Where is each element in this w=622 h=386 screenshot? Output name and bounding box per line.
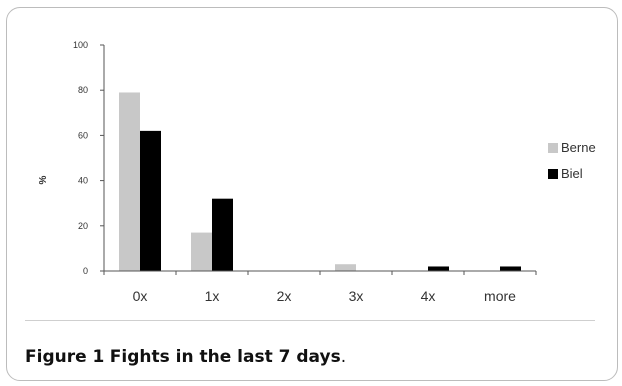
caption-title: Fights in the last 7 days	[109, 347, 341, 367]
bar-biel-more	[500, 266, 521, 271]
legend: Berne Biel	[548, 140, 596, 181]
x-tick-label: 1x	[205, 288, 220, 304]
y-tick-label: 0	[83, 266, 88, 276]
legend-label-berne: Berne	[561, 140, 596, 155]
x-tick-label: 2x	[277, 288, 292, 304]
y-tick-label: 60	[78, 130, 88, 140]
bar-berne-3x	[335, 264, 356, 271]
legend-label-biel: Biel	[561, 166, 583, 181]
caption-label: Figure 1	[25, 347, 105, 367]
bar-biel-0x	[140, 130, 161, 271]
bar-chart: 0 20 40 60 80 100 0x 1x 2x 3x 4x more % Berne Biel	[38, 40, 596, 304]
bar-berne-1x	[191, 232, 212, 271]
plot-area	[119, 92, 521, 272]
figure-frame	[6, 7, 618, 381]
x-tick-label: 3x	[349, 288, 364, 304]
y-tick-label: 40	[78, 176, 88, 186]
bar-biel-4x	[428, 266, 449, 271]
x-tick-label: 0x	[133, 288, 148, 304]
y-ticks: 0 20 40 60 80 100	[73, 40, 104, 276]
figure-caption: Figure 1 Fights in the last 7 days.	[25, 347, 346, 367]
y-tick-label: 80	[78, 85, 88, 95]
y-tick-label: 100	[73, 40, 88, 50]
x-tick-label: more	[484, 288, 516, 304]
legend-swatch-biel	[548, 169, 558, 179]
caption-suffix: .	[340, 347, 347, 367]
caption-divider	[25, 320, 595, 321]
x-ticks: 0x 1x 2x 3x 4x more	[103, 271, 537, 304]
y-axis-label: %	[38, 175, 49, 184]
bar-berne-0x	[119, 92, 140, 272]
x-tick-label: 4x	[421, 288, 436, 304]
y-tick-label: 20	[78, 221, 88, 231]
legend-swatch-berne	[548, 143, 558, 153]
bar-biel-1x	[212, 198, 233, 271]
